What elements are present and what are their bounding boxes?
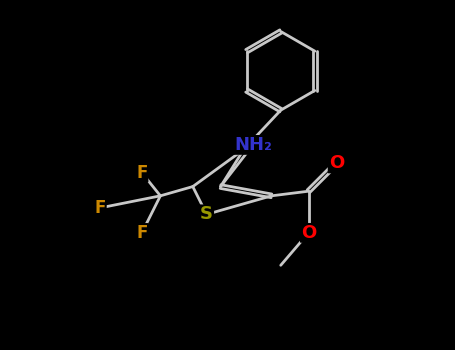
Text: F: F: [95, 199, 106, 217]
Text: O: O: [329, 154, 344, 173]
Text: F: F: [136, 224, 147, 242]
Text: O: O: [301, 224, 316, 242]
Text: S: S: [200, 205, 213, 223]
Text: F: F: [136, 164, 147, 182]
Text: NH₂: NH₂: [234, 136, 272, 154]
